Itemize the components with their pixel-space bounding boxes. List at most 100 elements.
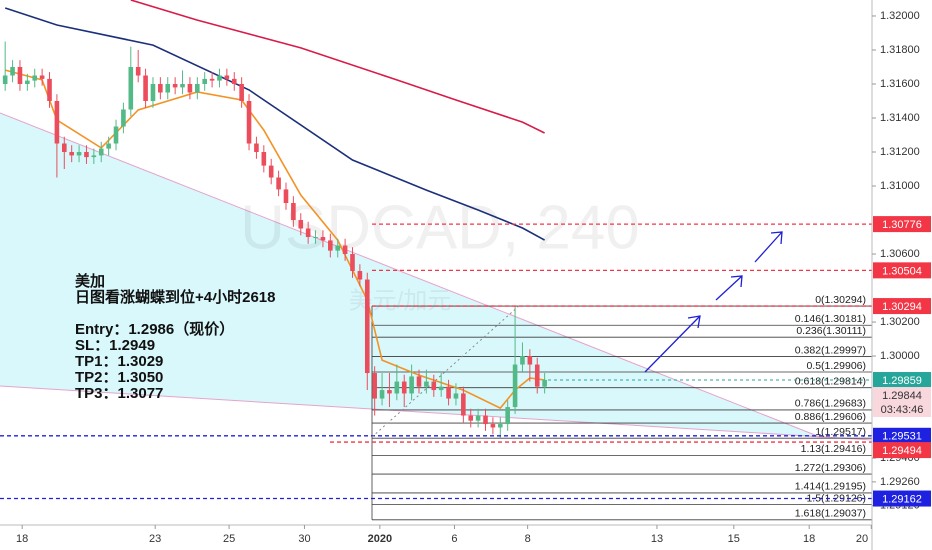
candle-body	[394, 381, 400, 394]
candle-body	[305, 228, 311, 238]
time-axis	[0, 525, 872, 550]
y-tick-label: 1.31800	[880, 44, 920, 56]
candle-body	[113, 126, 119, 144]
price-tag-label: 1.30504	[882, 265, 922, 277]
fib-label: 0(1.30294)	[815, 294, 866, 306]
candle-body	[424, 381, 429, 387]
candle-body	[276, 177, 281, 190]
axes: 1.32000 1.31800 1.31600 1.31400 1.31200 1.310…	[16, 10, 931, 545]
candle-body	[98, 148, 104, 156]
y-tick-label: 1.31600	[880, 78, 920, 90]
annotation-line: TP1：1.3029	[75, 353, 163, 370]
annotation-line: SL：1.2949	[75, 337, 155, 354]
price-tag-label: 1.30294	[882, 301, 922, 313]
y-tick-label: 1.32000	[880, 10, 920, 22]
candle-body	[328, 240, 333, 251]
fib-label: 0.786(1.29683)	[795, 398, 866, 410]
x-tick-label: 18	[803, 533, 815, 545]
candle-body	[239, 83, 244, 101]
candle-body	[187, 83, 193, 93]
price-tag	[873, 262, 931, 279]
fib-label: 1.13(1.29416)	[801, 443, 866, 455]
candle-body	[520, 356, 525, 365]
candle-body	[121, 109, 126, 127]
moving-average	[4, 69, 545, 410]
arrow	[644, 315, 701, 373]
price-tag-label: 1.29531	[882, 431, 922, 443]
candle-body	[268, 165, 274, 178]
y-tick-label: 1.29260	[880, 476, 920, 488]
fib-label: 0.886(1.29606)	[795, 411, 866, 423]
y-tick-label: 1.31000	[880, 180, 920, 192]
candle-body	[313, 237, 318, 239]
annotation-line: TP2：1.3050	[75, 369, 163, 386]
candle-body	[401, 381, 407, 394]
current-price-tag	[873, 372, 931, 389]
candle-body	[372, 373, 377, 399]
price-tag	[873, 427, 931, 444]
candle-body	[512, 364, 518, 408]
y-tick-label: 1.30200	[880, 316, 920, 328]
moving-average	[130, 0, 545, 134]
fib-label: 0.236(1.30111)	[796, 325, 866, 337]
moving-average	[4, 7, 545, 241]
candle-body	[379, 390, 385, 399]
candle-body	[128, 66, 134, 110]
candle-body	[17, 66, 23, 84]
candle-body	[254, 143, 259, 153]
fib-label: 0.618(1.29814)	[795, 375, 866, 387]
x-tick-label: 8	[525, 533, 531, 545]
candle-body	[320, 237, 326, 241]
candle-body	[416, 376, 422, 387]
candle-body	[231, 78, 237, 84]
x-tick-label: 13	[651, 533, 663, 545]
candle-body	[202, 78, 207, 84]
current-price-tag-label: 1.29859	[882, 375, 922, 387]
candle-body	[409, 376, 414, 394]
candle-body	[298, 220, 304, 229]
candle-body	[534, 364, 540, 387]
candle-body	[542, 379, 547, 387]
x-tick-label: 6	[451, 533, 457, 545]
candle-body	[350, 254, 355, 272]
candle-body	[453, 393, 459, 399]
watermark: USDCAD, 240	[240, 193, 640, 262]
arrow	[754, 231, 783, 263]
candle-body	[505, 407, 510, 425]
plot: 0(1.30294) 0.146(1.30181)0.236(1.30111) 0.…	[0, 0, 872, 521]
x-tick-label: 30	[298, 533, 310, 545]
candle-body	[61, 143, 67, 153]
countdown-tag	[873, 401, 931, 418]
candle-body	[84, 152, 89, 158]
candle-body	[150, 83, 156, 101]
x-tick-label: 18	[16, 533, 28, 545]
price-tag-label: 1.30776	[882, 219, 922, 231]
y-tick-label: 1.31200	[880, 146, 920, 158]
wedge-lower-line	[0, 385, 873, 441]
candle-body	[246, 100, 252, 144]
bid-tag	[873, 387, 931, 404]
candle-body	[283, 189, 289, 204]
candle-body	[527, 356, 533, 365]
annotation-line: TP3：1.3077	[75, 385, 163, 402]
candle-body	[357, 271, 363, 280]
price-tag	[873, 490, 931, 507]
annotation-line: Entry：1.2986（现价）	[75, 320, 234, 338]
x-tick-label: 25	[223, 533, 235, 545]
fib-label: 0.146(1.30181)	[795, 313, 866, 325]
candle-body	[364, 279, 370, 374]
x-tick-label: 2020	[368, 533, 392, 545]
fib-label: 1.272(1.29306)	[795, 462, 866, 474]
x-tick-label: 20	[856, 533, 868, 545]
price-tag-label: 1.29494	[882, 445, 922, 457]
price-tag	[873, 298, 931, 315]
fib-label: 1(1.29517)	[815, 426, 866, 438]
candle-body	[76, 152, 82, 156]
candle-body	[291, 203, 296, 221]
candle-body	[54, 100, 60, 144]
candle-body	[69, 152, 74, 156]
candle-body	[91, 155, 97, 158]
candle-body	[32, 75, 38, 81]
